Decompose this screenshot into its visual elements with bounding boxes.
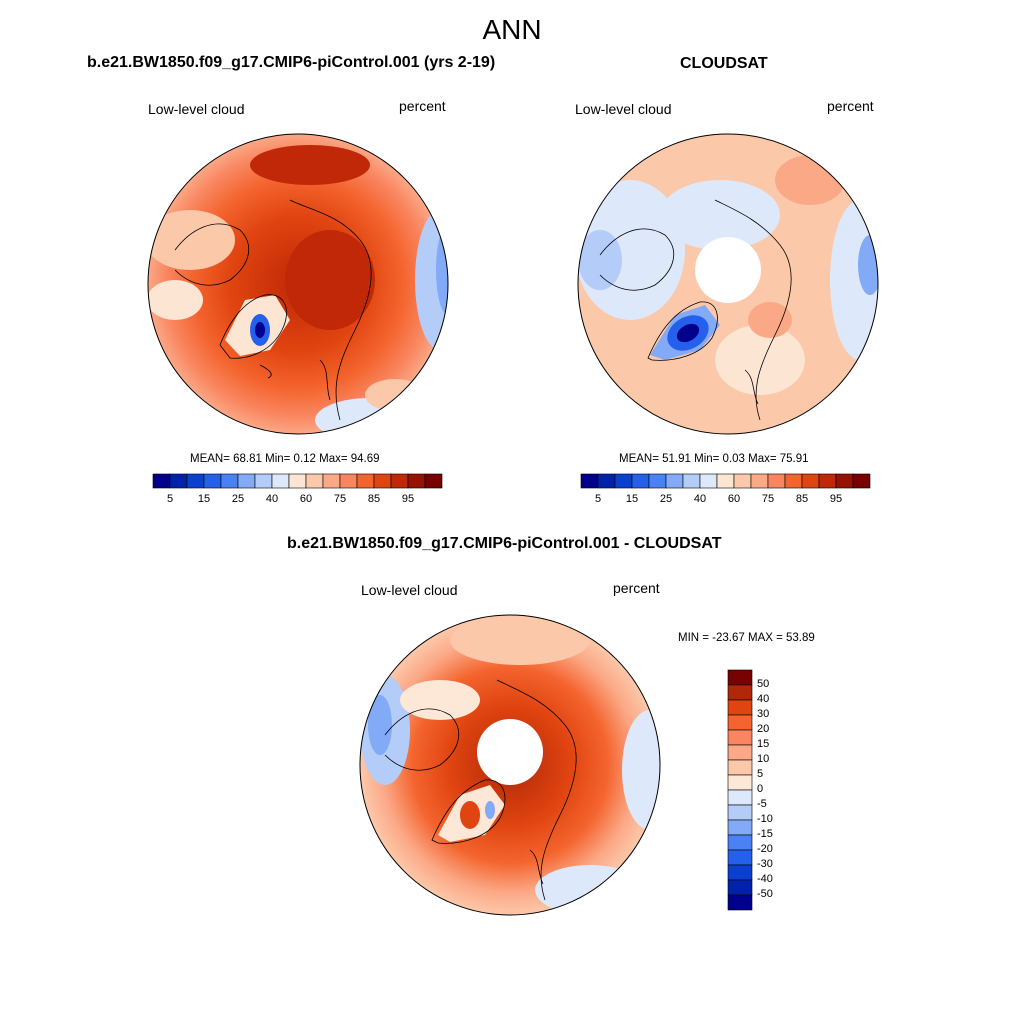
- colorbar-tick-label: 85: [367, 493, 381, 505]
- colorbar-swatch: [727, 759, 753, 776]
- colorbar-tick-label: 20: [757, 723, 770, 735]
- colorbar-tick-label: 30: [757, 708, 770, 720]
- colorbar-swatch: [852, 473, 871, 489]
- panel3-title: b.e21.BW1850.f09_g17.CMIP6-piControl.001…: [287, 535, 722, 552]
- colorbar-swatch: [727, 849, 753, 866]
- colorbar-tick-label: 25: [231, 493, 245, 505]
- panel3-units-label: percent: [613, 580, 660, 596]
- panel1-title: b.e21.BW1850.f09_g17.CMIP6-piControl.001…: [87, 54, 496, 71]
- colorbar-tick-label: 15: [625, 493, 639, 505]
- colorbar-tick-label: 60: [727, 493, 741, 505]
- colorbar-tick-label: -40: [757, 873, 773, 885]
- colorbar-tick-label: 85: [795, 493, 809, 505]
- figure-title: ANN: [482, 14, 542, 45]
- colorbar-swatch: [727, 774, 753, 791]
- colorbar-tick-label: -5: [757, 798, 767, 810]
- colorbar-tick-label: 75: [333, 493, 347, 505]
- colorbar-tick-label: 5: [166, 493, 174, 505]
- colorbar-tick-label: 5: [594, 493, 602, 505]
- colorbar-swatch: [727, 804, 753, 821]
- panel3-stats: MIN = -23.67 MAX = 53.89: [678, 632, 815, 644]
- colorbar-tick-label: -50: [757, 888, 773, 900]
- colorbar-tick-label: 50: [757, 678, 770, 690]
- colorbar-tick-label: 60: [299, 493, 313, 505]
- colorbar-tick-label: 0: [757, 783, 764, 795]
- colorbar-tick-label: 10: [757, 753, 770, 765]
- panel2-variable-label: Low-level cloud: [575, 101, 672, 117]
- colorbar-tick-label: 95: [401, 493, 415, 505]
- colorbar-swatch: [727, 729, 753, 746]
- colorbar-tick-label: 40: [757, 693, 770, 705]
- panel1-stats: MEAN= 68.81 Min= 0.12 Max= 94.69: [190, 453, 380, 465]
- colorbar-tick-label: 5: [757, 768, 764, 780]
- colorbar-swatch: [727, 714, 753, 731]
- colorbar-swatch: [727, 834, 753, 851]
- colorbar-tick-label: 40: [265, 493, 279, 505]
- panel1-units-label: percent: [399, 98, 446, 114]
- colorbar-swatch: [727, 684, 753, 701]
- colorbar-swatch: [727, 894, 753, 911]
- colorbar-swatch: [727, 699, 753, 716]
- colorbar-tick-label: -15: [757, 828, 773, 840]
- panel2-title: CLOUDSAT: [680, 55, 768, 72]
- panel3-variable-label: Low-level cloud: [361, 582, 458, 598]
- colorbar-tick-label: 95: [829, 493, 843, 505]
- colorbar-tick-label: 15: [197, 493, 211, 505]
- colorbar-tick-label: 40: [693, 493, 707, 505]
- colorbar-tick-label: -20: [757, 843, 773, 855]
- colorbar-swatch: [727, 789, 753, 806]
- colorbar-tick-label: 25: [659, 493, 673, 505]
- colorbar-tick-label: 15: [757, 738, 770, 750]
- colorbar-swatch: [727, 744, 753, 761]
- panel2-units-label: percent: [827, 98, 874, 114]
- panel2-stats: MEAN= 51.91 Min= 0.03 Max= 75.91: [619, 453, 809, 465]
- colorbar-swatch: [727, 879, 753, 896]
- colorbar-swatch: [727, 864, 753, 881]
- colorbar-swatch: [424, 473, 443, 489]
- panel1-variable-label: Low-level cloud: [148, 101, 245, 117]
- colorbar-tick-label: 75: [761, 493, 775, 505]
- colorbar-swatch: [727, 669, 753, 686]
- colorbar-swatch: [727, 819, 753, 836]
- colorbar-tick-label: -10: [757, 813, 773, 825]
- colorbar-tick-label: -30: [757, 858, 773, 870]
